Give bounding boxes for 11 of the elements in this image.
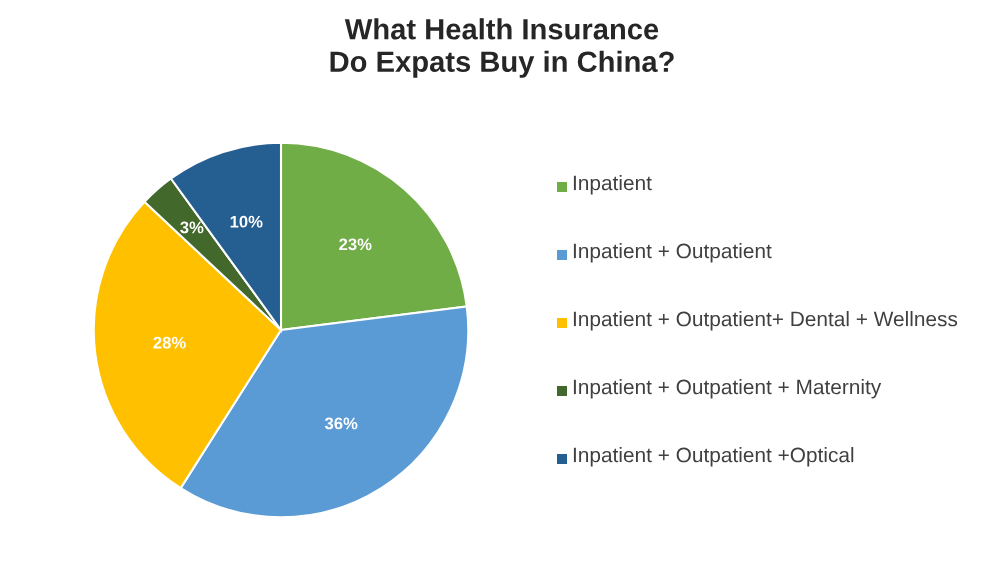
data-label: 28% <box>153 336 186 349</box>
data-label: 3% <box>180 221 204 234</box>
data-label: 23% <box>339 238 372 251</box>
legend-label: Inpatient + Outpatient <box>573 243 772 263</box>
data-label: 10% <box>230 215 263 228</box>
data-label: 36% <box>324 417 358 430</box>
legend-label: Inpatient + Outpatient + Maternity <box>573 379 882 399</box>
chart-title: What Health Insurance Do Expats Buy in China? <box>330 18 674 78</box>
legend-label: Inpatient <box>573 175 652 195</box>
legend-label: Inpatient + Outpatient +Optical <box>573 447 854 467</box>
legend-label: Inpatient + Outpatient+ Dental + Wellness <box>573 311 958 331</box>
